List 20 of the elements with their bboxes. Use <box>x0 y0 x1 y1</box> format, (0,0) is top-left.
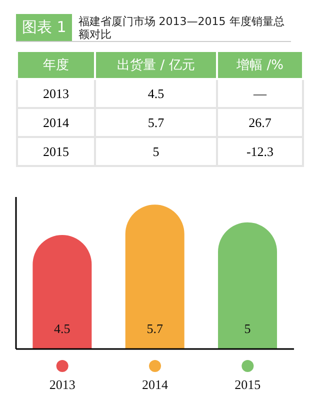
text: 福建省厦门市场 2013—2015 年度销量总额对比 <box>78 14 286 40</box>
text: 图表 1 <box>16 14 72 41</box>
data-label: 5.7 <box>95 108 217 137</box>
data-label: -12.3 <box>217 137 303 166</box>
text: 出货量 / 亿元 <box>95 52 217 79</box>
category-label: 2015 <box>17 137 95 166</box>
data-label: — <box>217 79 303 108</box>
x-tick-label: 2015 <box>234 377 261 392</box>
x-tick-label: 2013 <box>49 377 76 392</box>
data-label: 26.7 <box>217 108 303 137</box>
text: 增幅 /% <box>217 52 303 79</box>
x-tick-label: 2014 <box>142 377 168 392</box>
text: 年度 <box>17 52 95 79</box>
data-label: 5 <box>244 321 251 336</box>
category-label: 2013 <box>17 79 95 108</box>
data-label: 4.5 <box>95 79 217 108</box>
data-label: 5 <box>95 137 217 166</box>
category-label: 2014 <box>17 108 95 137</box>
data-label: 4.5 <box>54 321 70 336</box>
data-label: 5.7 <box>146 321 164 336</box>
